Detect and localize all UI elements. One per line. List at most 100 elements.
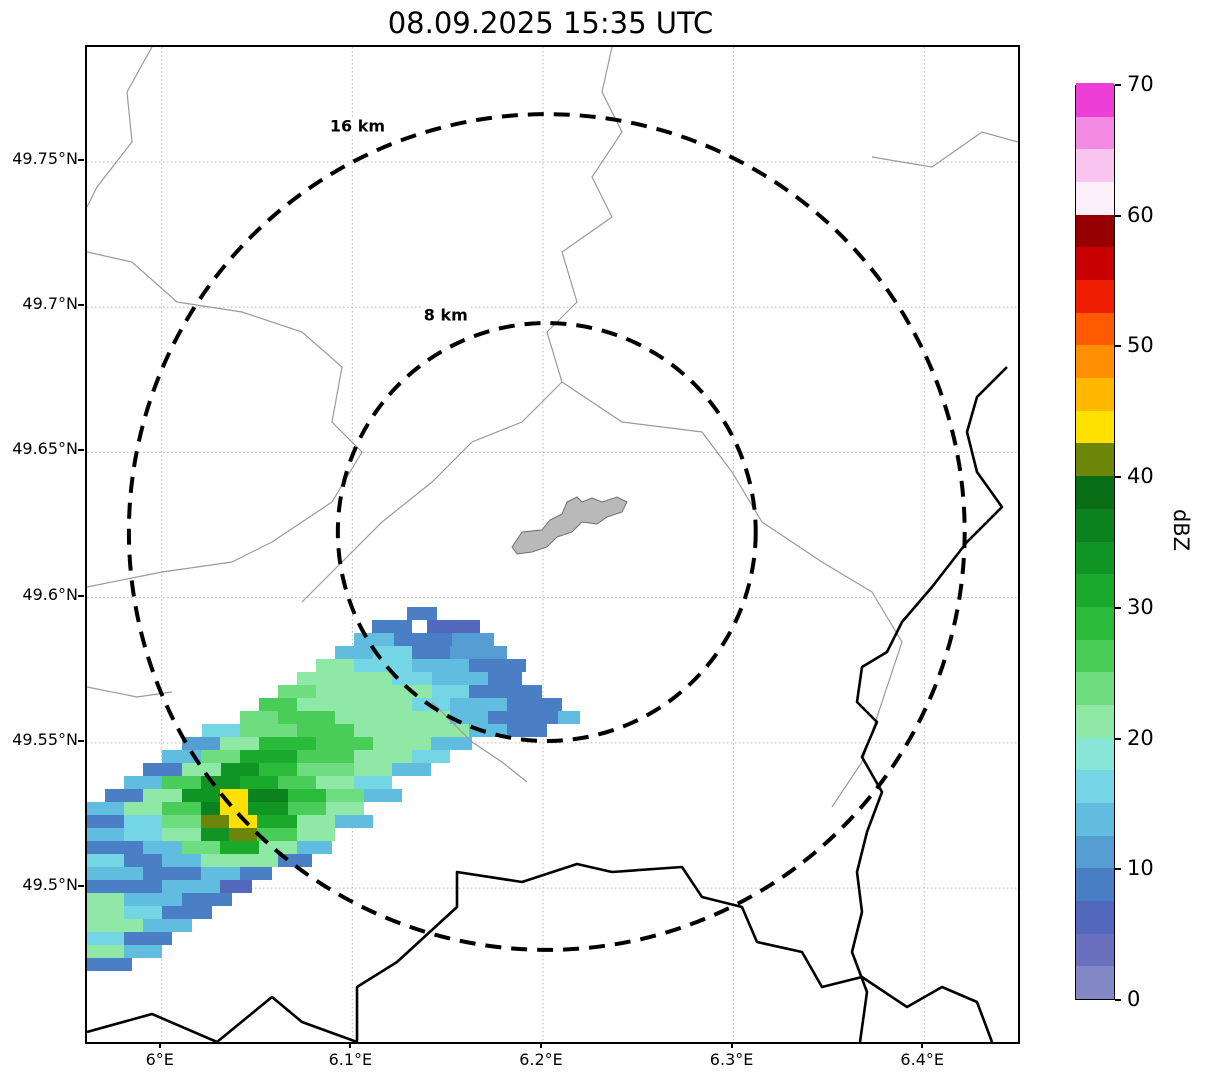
radar-echo-cell [143,763,182,776]
radar-echo-cell [432,672,488,685]
radar-echo-cell [412,750,450,763]
colorbar-segment [1076,671,1114,705]
colorbar-segment [1076,214,1114,248]
radar-echo-cell [297,828,335,841]
radar-echo-cell [182,893,232,906]
radar-echo-cell [124,893,182,906]
radar-echo-cell [87,802,124,815]
radar-echo-cell [326,802,364,815]
radar-echo-cell [87,867,143,880]
radar-echo-cell [162,854,201,867]
radar-echo-cell [201,854,240,867]
radar-echo-cell [316,776,354,789]
radar-echo-cell [427,620,480,633]
colorbar-segment [1076,442,1114,477]
radar-echo-cell [354,659,412,672]
radar-echo-cell [87,906,124,919]
colorbar-segment [1076,835,1114,869]
colorbar-segment [1076,606,1114,640]
y-tick-label: 49.65°N [12,439,78,459]
radar-echo-cell [105,789,143,802]
colorbar-segment [1076,116,1114,150]
radar-echo-cell [432,685,469,698]
map-plot-area: 8 km 16 km [85,45,1020,1044]
radar-echo-cell [143,867,201,880]
radar-echo-cell [87,841,143,854]
y-tick-mark [78,159,84,161]
radar-echo-cell [373,646,412,659]
radar-echo-cell [124,828,162,841]
radar-echo-cell [372,620,412,633]
radar-echo-cell [259,737,316,750]
radar-echo-cell [354,763,392,776]
radar-echo-cell [229,828,257,841]
colorbar-tick-mark [1115,999,1121,1001]
colorbar-tick-mark [1115,214,1121,217]
radar-echo-cell [392,672,432,685]
radar-echo-cell [412,646,450,659]
radar-echo-cell [162,776,201,789]
radar-echo-cell [259,841,297,854]
radar-echo-cell [407,607,437,620]
y-tick-mark [78,594,84,597]
radar-echo-cell [201,815,229,828]
colorbar-segment [1076,475,1114,509]
radar-echo-cell [87,958,132,971]
radar-echo-cell [259,763,297,776]
colorbar-tick-mark [1115,606,1121,609]
x-tick-mark [158,1042,161,1048]
radar-echo-cell [278,711,335,724]
radar-echo-cell [354,698,412,711]
radar-echo-cell [297,698,354,711]
x-tick-mark [730,1042,733,1048]
radar-echo-cell [162,815,201,828]
radar-echo-cell [392,763,431,776]
radar-echo-cell [394,633,452,646]
radar-echo-cell [162,906,212,919]
radar-echo-cell [124,815,162,828]
x-tick-label: 6.4°E [900,1050,944,1069]
colorbar-tick-mark [1115,737,1121,740]
colorbar-unit-label: dBZ [1169,508,1193,552]
colorbar-segment [1076,181,1114,215]
radar-echo-cell [124,776,162,789]
radar-echo-cell [412,724,469,737]
radar-echo-cell [220,802,248,815]
radar-echo-cell [220,737,259,750]
radar-echo-cell [248,789,288,802]
colorbar-segment [1076,638,1114,673]
colorbar-tick-mark [1115,476,1121,479]
radar-echo-cell [450,698,507,711]
range-ring-circle [335,321,758,743]
radar-echo-cell [240,750,297,763]
radar-echo-cell [297,750,354,763]
y-tick-mark [78,304,84,307]
colorbar-tick-label: 20 [1127,725,1154,750]
y-tick-label: 49.6°N [22,584,78,604]
radar-echo-cell [143,919,192,932]
radar-echo-cell [257,828,297,841]
radar-echo-cell [364,789,402,802]
radar-echo-cell [288,789,326,802]
radar-echo-cell [87,945,124,958]
country-border-line [850,366,1008,1042]
radar-echo-cell [124,802,162,815]
radar-echo-cell [354,633,394,646]
colorbar-segment [1076,246,1114,281]
range-ring-circle [126,112,967,952]
admin-boundary-line [87,47,153,208]
radar-echo-cell [124,906,162,919]
radar-echo-cell [316,659,354,672]
colorbar-segment [1076,769,1114,803]
radar-echo-cell [240,711,278,724]
radar-echo-cell [124,945,162,958]
radar-echo-cell [450,646,507,659]
colorbar-segment [1076,900,1114,934]
radar-echo-cell [297,724,354,737]
admin-boundary-line [871,131,1018,168]
radar-echo-cell [335,815,373,828]
map-svg [87,47,1018,1042]
radar-echo-cell [182,737,220,750]
radar-echo-cell [354,750,412,763]
